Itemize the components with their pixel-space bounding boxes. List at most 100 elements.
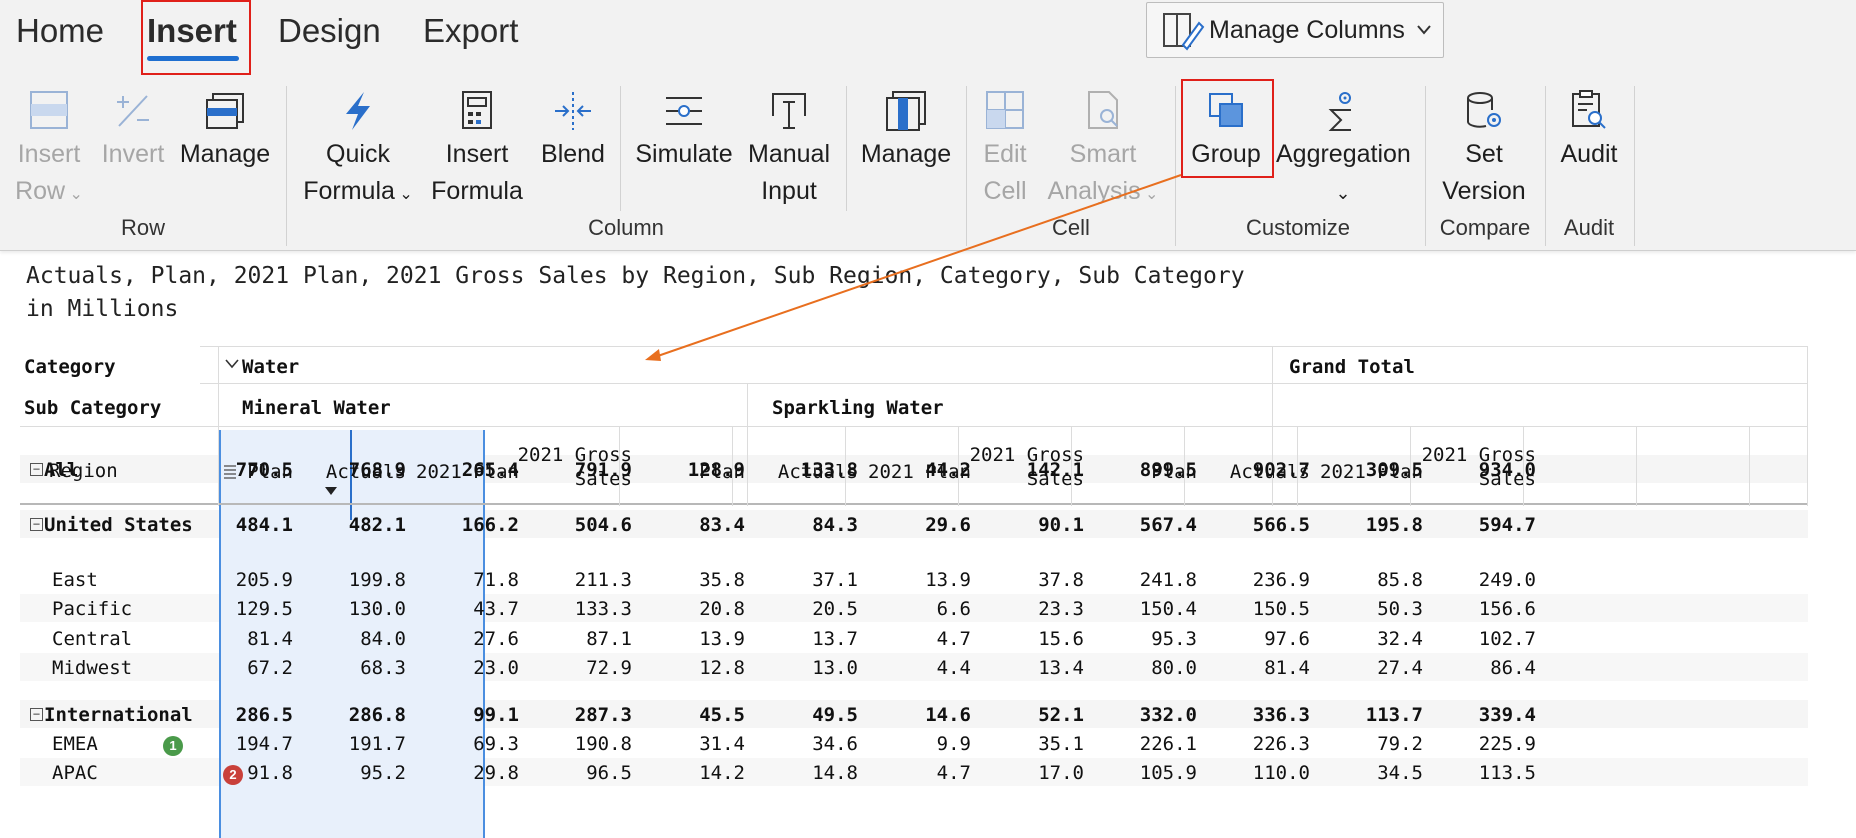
table-cell[interactable]: 4.4 [936,657,971,679]
table-cell[interactable]: 504.6 [574,514,632,536]
invert-button[interactable]: Invert [100,90,166,173]
table-cell[interactable]: 81.4 [1264,657,1310,679]
table-cell[interactable]: 13.0 [812,657,858,679]
table-cell[interactable]: 90.1 [1038,514,1084,536]
column-header[interactable]: Actuals [1229,461,1310,483]
table-cell[interactable]: 226.1 [1139,733,1197,755]
table-cell[interactable]: 9.9 [936,733,971,755]
row-label[interactable]: United States [44,514,193,536]
table-cell[interactable]: 23.3 [1038,598,1084,620]
table-cell[interactable]: 190.8 [574,733,632,755]
table-cell[interactable]: 226.3 [1252,733,1310,755]
smart-analysis-button[interactable]: Smart Analysis ⌄ [1044,90,1162,213]
table-cell[interactable]: 150.5 [1252,598,1310,620]
table-cell[interactable]: 45.5 [699,704,745,726]
table-cell[interactable]: 113.7 [1365,704,1423,726]
table-cell[interactable]: 102.7 [1478,628,1536,650]
table-cell[interactable]: 791.9 [574,459,632,481]
table-cell[interactable]: 84.3 [812,514,858,536]
table-cell[interactable]: 50.3 [1377,598,1423,620]
collapse-row-icon[interactable]: − [30,463,43,476]
set-version-button[interactable]: Set Version [1434,90,1534,210]
table-cell[interactable]: 249.0 [1478,569,1536,591]
table-cell[interactable]: 133.8 [800,459,858,481]
table-cell[interactable]: 27.6 [473,628,519,650]
table-cell[interactable]: 27.4 [1377,657,1423,679]
table-cell[interactable]: 286.8 [348,704,406,726]
table-cell[interactable]: 110.0 [1252,762,1310,784]
collapse-water-icon[interactable] [225,356,239,373]
column-header[interactable]: 2021 Plan [1320,461,1423,483]
table-cell[interactable]: 86.4 [1490,657,1536,679]
manage-columns-button[interactable]: Manage Columns [1146,2,1444,58]
table-cell[interactable]: 339.4 [1478,704,1536,726]
table-cell[interactable]: 484.1 [235,514,293,536]
table-cell[interactable]: 37.1 [812,569,858,591]
category-water-header[interactable]: Water [242,356,300,378]
column-header[interactable]: 2021 Gross Sales [969,444,1084,490]
table-cell[interactable]: 4.7 [936,628,971,650]
column-header[interactable]: 2021 Plan [416,461,519,483]
table-cell[interactable]: 286.5 [235,704,293,726]
table-cell[interactable]: 13.9 [699,628,745,650]
column-header[interactable]: Plan [699,461,745,483]
table-cell[interactable]: 225.9 [1478,733,1536,755]
table-cell[interactable]: 129.5 [235,598,293,620]
sort-descending-icon[interactable] [325,482,337,500]
table-cell[interactable]: 49.5 [812,704,858,726]
table-cell[interactable]: 899.5 [1139,459,1197,481]
table-cell[interactable]: 902.7 [1252,459,1310,481]
table-cell[interactable]: 133.3 [574,598,632,620]
table-cell[interactable]: 13.7 [812,628,858,650]
table-cell[interactable]: 199.8 [348,569,406,591]
insert-formula-button[interactable]: Insert Formula [426,90,528,210]
tab-insert[interactable]: Insert [147,12,237,49]
table-cell[interactable]: 768.9 [348,459,406,481]
table-cell[interactable]: 91.8 [247,762,293,784]
table-cell[interactable]: 34.5 [1377,762,1423,784]
table-cell[interactable]: 13.9 [925,569,971,591]
column-header[interactable]: Actuals [777,461,858,483]
table-cell[interactable]: 14.6 [925,704,971,726]
comment-badge[interactable]: 1 [163,736,183,756]
table-cell[interactable]: 566.5 [1252,514,1310,536]
table-cell[interactable]: 14.8 [812,762,858,784]
table-cell[interactable]: 594.7 [1478,514,1536,536]
table-cell[interactable]: 241.8 [1139,569,1197,591]
table-cell[interactable]: 105.9 [1139,762,1197,784]
manual-input-button[interactable]: Manual Input [744,90,834,210]
row-label[interactable]: International [44,704,193,726]
table-cell[interactable]: 29.8 [473,762,519,784]
quick-formula-button[interactable]: Quick Formula ⌄ [298,90,418,213]
column-manage-button[interactable]: Manage [856,90,956,173]
table-cell[interactable]: 95.3 [1151,628,1197,650]
table-cell[interactable]: 83.4 [699,514,745,536]
table-cell[interactable]: 44.2 [925,459,971,481]
aggregation-button[interactable]: Aggregation ⌄ [1276,90,1411,212]
table-cell[interactable]: 6.6 [936,598,971,620]
table-cell[interactable]: 309.5 [1365,459,1423,481]
table-cell[interactable]: 32.4 [1377,628,1423,650]
simulate-button[interactable]: Simulate [630,90,738,173]
table-cell[interactable]: 236.9 [1252,569,1310,591]
collapse-row-icon[interactable]: − [30,708,43,721]
table-cell[interactable]: 195.8 [1365,514,1423,536]
table-cell[interactable]: 85.8 [1377,569,1423,591]
table-cell[interactable]: 68.3 [360,657,406,679]
table-cell[interactable]: 20.5 [812,598,858,620]
table-cell[interactable]: 332.0 [1139,704,1197,726]
table-cell[interactable]: 31.4 [699,733,745,755]
table-cell[interactable]: 99.1 [473,704,519,726]
table-cell[interactable]: 265.4 [461,459,519,481]
table-cell[interactable]: 13.4 [1038,657,1084,679]
tab-export[interactable]: Export [423,12,519,49]
table-cell[interactable]: 72.9 [586,657,632,679]
table-cell[interactable]: 482.1 [348,514,406,536]
table-cell[interactable]: 34.6 [812,733,858,755]
table-cell[interactable]: 934.0 [1478,459,1536,481]
tab-design[interactable]: Design [278,12,381,49]
blend-button[interactable]: Blend [536,90,610,173]
table-cell[interactable]: 166.2 [461,514,519,536]
table-cell[interactable]: 287.3 [574,704,632,726]
table-cell[interactable]: 336.3 [1252,704,1310,726]
